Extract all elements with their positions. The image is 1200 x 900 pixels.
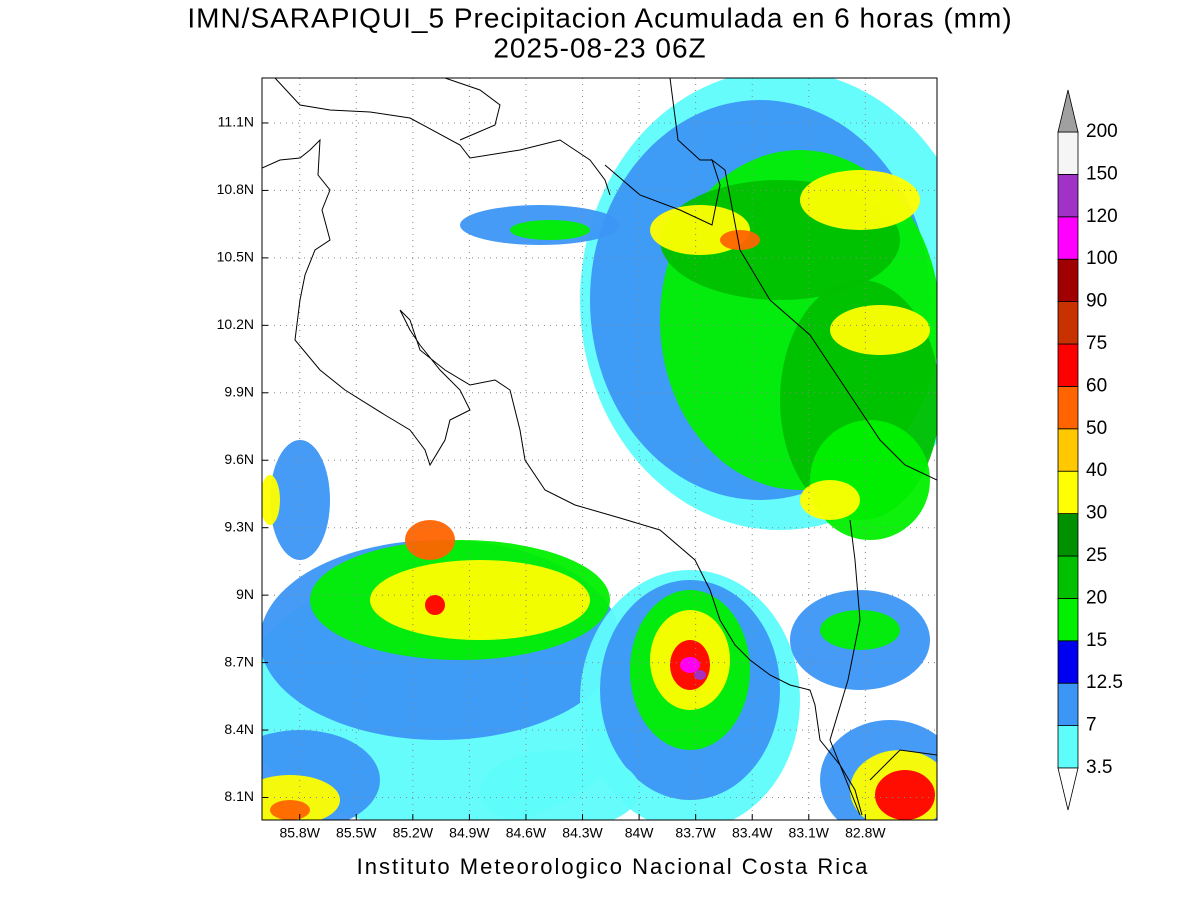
border-north (669, 78, 712, 161)
subtitle: 2025-08-23 06Z (493, 32, 706, 63)
precip-blob (830, 305, 930, 355)
precip-blob (875, 770, 935, 820)
x-tick-label: 85.5W (336, 825, 377, 841)
grid (262, 78, 937, 820)
border-panama (829, 519, 937, 816)
x-tick-label: 83.1W (789, 825, 830, 841)
colorbar-label: 12.5 (1086, 672, 1123, 693)
colorbar-label: 25 (1086, 545, 1107, 566)
colorbar-under (1057, 767, 1079, 811)
precip-blob (720, 230, 760, 250)
lake-shore (444, 78, 501, 141)
y-tick-label: 8.4N (224, 721, 254, 737)
colorbar-segment (1057, 131, 1079, 175)
colorbar-label: 90 (1086, 291, 1107, 312)
precip-blob (480, 750, 640, 820)
colorbar-label: 150 (1086, 163, 1118, 184)
colorbar-label: 20 (1086, 587, 1107, 608)
precip-field (262, 78, 937, 820)
colorbar-label: 75 (1086, 333, 1107, 354)
x-tick-label: 83.4W (732, 825, 773, 841)
colorbar-segment (1057, 216, 1079, 260)
x-tick-label: 85.8W (279, 825, 320, 841)
colorbar-segment (1057, 258, 1079, 303)
precip-blob (262, 475, 280, 525)
y-tick-label: 8.7N (224, 653, 254, 669)
colorbar-label: 60 (1086, 375, 1107, 396)
colorbar-label: 50 (1086, 418, 1107, 439)
colorbar-label: 15 (1086, 630, 1107, 651)
border (274, 78, 611, 196)
precip-blob (800, 480, 860, 520)
colorbar-segment (1057, 513, 1079, 557)
colorbar-label: 7 (1086, 715, 1097, 736)
y-tick-label: 8.1N (224, 788, 254, 804)
colorbar-label: 200 (1086, 121, 1118, 142)
x-tick-label: 84.3W (562, 825, 603, 841)
x-tick-label: 85.2W (393, 825, 434, 841)
precip-blob (270, 800, 310, 820)
pacific-coast (262, 138, 863, 816)
y-tick-label: 10.5N (217, 249, 254, 265)
plot-frame (261, 77, 938, 821)
colorbar-label: 30 (1086, 503, 1107, 524)
caribbean-border (604, 158, 937, 481)
colorbar-label: 3.5 (1086, 757, 1112, 778)
y-tick-label: 9.3N (224, 518, 254, 534)
x-tick-label: 84W (625, 825, 655, 841)
colorbar-segment (1057, 725, 1079, 769)
precip-blob (820, 610, 900, 650)
y-tick-label: 11.1N (218, 114, 254, 130)
colorbar-segment (1057, 428, 1079, 472)
precip-blob (800, 170, 920, 230)
colorbar-segment (1057, 385, 1079, 430)
x-tick-label: 82.8W (845, 825, 886, 841)
colorbar-segment (1057, 640, 1079, 684)
colorbar-segment (1057, 598, 1079, 642)
y-tick-label: 9N (236, 586, 254, 602)
precip-blob (510, 220, 590, 240)
title: IMN/SARAPIQUI_5 Precipitacion Acumulada … (187, 2, 1012, 33)
colorbar-over (1057, 89, 1079, 133)
colorbar-segment (1057, 682, 1079, 727)
y-tick-label: 9.6N (224, 451, 254, 467)
footer: Instituto Meteorologico Nacional Costa R… (357, 854, 870, 879)
colorbar-label: 100 (1086, 248, 1118, 269)
colorbar-label: 40 (1086, 460, 1107, 481)
x-tick-label: 84.6W (506, 825, 547, 841)
y-tick-label: 9.9N (224, 383, 254, 399)
colorbar-segment (1057, 301, 1079, 345)
colorbar-segment (1057, 173, 1079, 218)
precip-blob (425, 595, 445, 615)
precip-blob (405, 520, 455, 560)
precip-blob (680, 657, 700, 673)
y-tick-label: 10.8N (217, 181, 254, 197)
x-tick-label: 84.9W (449, 825, 490, 841)
colorbar-segment (1057, 555, 1079, 599)
colorbar: 3.5 7 12.5 15 20 25 30 40 50 60 75 90 100 120 150 200 (1057, 89, 1123, 811)
colorbar-segment (1057, 470, 1079, 515)
precip-blob (810, 420, 930, 540)
precip-blob (694, 670, 706, 680)
y-tick-label: 10.2N (217, 316, 254, 332)
coastlines (262, 78, 937, 816)
precip-blob (370, 560, 590, 640)
colorbar-segment (1057, 343, 1079, 387)
colorbar-label: 120 (1086, 206, 1118, 227)
x-tick-label: 83.7W (675, 825, 716, 841)
precip-blob (270, 440, 330, 560)
